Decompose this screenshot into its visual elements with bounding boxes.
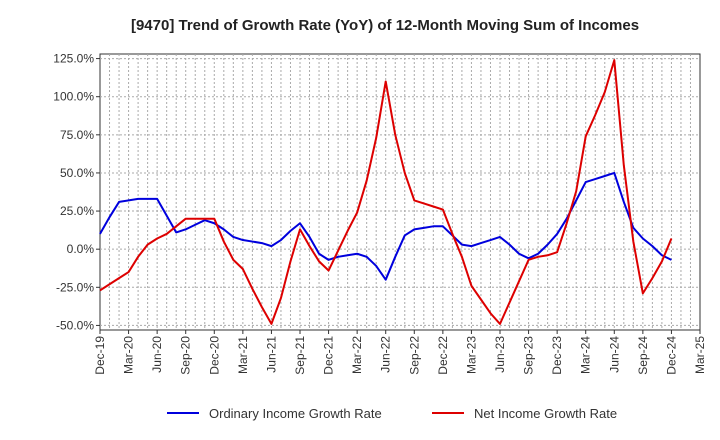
x-tick-label: Dec-19 [93, 336, 107, 375]
x-tick-label: Sep-24 [636, 336, 650, 375]
x-tick-label: Jun-24 [607, 336, 621, 373]
x-axis: Dec-19 Mar-20 Jun-20 Sep-20 Dec-20 Mar-21 Jun-… [93, 330, 707, 375]
x-tick-label: Mar-22 [350, 336, 364, 374]
plot-area [99, 53, 701, 331]
x-tick-label: Jun-23 [493, 336, 507, 373]
legend: Ordinary Income Growth Rate Net Income Gr… [167, 406, 617, 421]
x-tick-label: Sep-21 [293, 336, 307, 375]
x-tick-label: Dec-24 [664, 336, 678, 375]
x-tick-label: Dec-22 [436, 336, 450, 375]
series-line-ordinary-income [99, 171, 672, 281]
x-tick-label: Mar-25 [693, 336, 707, 374]
series-layer [99, 59, 673, 325]
x-tick-label: Dec-20 [207, 336, 221, 375]
y-tick-label: 100.0% [53, 90, 94, 104]
x-tick-label: Jun-20 [150, 336, 164, 373]
series-line-net-income [99, 59, 673, 325]
x-tick-label: Mar-24 [579, 336, 593, 374]
legend-label: Net Income Growth Rate [474, 406, 617, 421]
x-tick-label: Jun-21 [264, 336, 278, 373]
y-tick-label: 75.0% [60, 128, 94, 142]
legend-label: Ordinary Income Growth Rate [209, 406, 382, 421]
x-tick-label: Mar-23 [464, 336, 478, 374]
x-tick-label: Dec-21 [322, 336, 336, 375]
y-tick-label: -50.0% [56, 318, 94, 332]
x-tick-label: Sep-23 [522, 336, 536, 375]
y-axis: -50.0% -25.0% 0.0% 25.0% 50.0% 75.0% 100.0% 125… [53, 52, 100, 332]
y-tick-label: 0.0% [67, 242, 95, 256]
x-tick-label: Sep-20 [179, 336, 193, 375]
y-tick-label: 50.0% [60, 166, 94, 180]
x-tick-label: Dec-23 [550, 336, 564, 375]
x-tick-label: Sep-22 [407, 336, 421, 375]
x-tick-label: Jun-22 [379, 336, 393, 373]
y-tick-label: 125.0% [53, 52, 94, 66]
y-tick-label: 25.0% [60, 204, 94, 218]
y-tick-label: -25.0% [56, 280, 94, 294]
x-tick-label: Mar-20 [122, 336, 136, 374]
chart-title: [9470] Trend of Growth Rate (YoY) of 12-… [131, 17, 639, 34]
x-tick-label: Mar-21 [236, 336, 250, 374]
